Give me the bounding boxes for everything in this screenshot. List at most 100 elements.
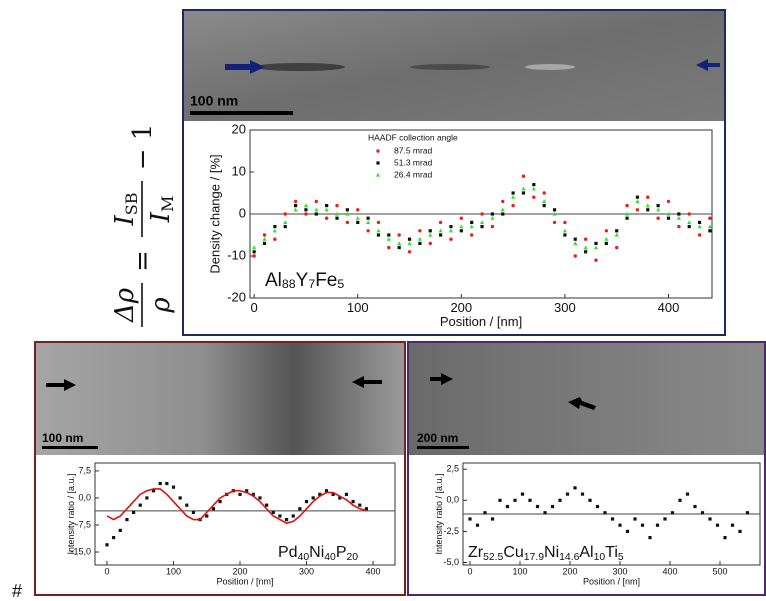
composition-element: Cu <box>503 544 523 561</box>
legend-marker <box>376 172 380 177</box>
data-point <box>521 174 526 178</box>
composition-subscript: 17.9 <box>524 552 544 563</box>
data-point <box>366 229 370 233</box>
y-tick-label: 7,5 <box>78 465 91 475</box>
data-point <box>625 216 629 220</box>
data-point <box>345 211 350 216</box>
composition-subscript: 7 <box>308 277 315 291</box>
y-tick-label: 2,5 <box>446 464 459 474</box>
data-point <box>594 241 598 245</box>
data-point <box>521 191 526 195</box>
data-point <box>501 199 505 204</box>
data-point <box>697 233 702 237</box>
data-point <box>513 498 517 502</box>
data-point <box>293 207 298 212</box>
data-point <box>469 224 474 229</box>
data-point <box>417 237 422 241</box>
composition-element: P <box>336 544 347 561</box>
data-point <box>459 224 464 229</box>
scale-bar-label: 100 nm <box>42 431 83 445</box>
data-point <box>191 510 196 514</box>
eq-rhs-numerator: ISB <box>110 193 141 227</box>
eq-symbol: I <box>146 211 176 223</box>
composition-subscript: 5 <box>337 277 344 291</box>
data-point <box>593 245 598 250</box>
legend-title: HAADF collection angle <box>368 132 458 142</box>
data-point <box>356 208 360 212</box>
y-tick-label: -20 <box>227 289 246 304</box>
data-point <box>364 507 368 511</box>
data-point <box>677 224 681 229</box>
data-point <box>708 517 712 521</box>
data-point <box>656 207 661 212</box>
composition-subscript: 5 <box>618 552 624 563</box>
data-point <box>335 203 339 208</box>
data-point <box>112 536 116 540</box>
eq-equals: = <box>128 250 158 272</box>
scale-bar-label: 200 nm <box>417 431 458 445</box>
data-point <box>700 511 705 515</box>
data-point <box>314 212 318 216</box>
data-point <box>635 195 640 199</box>
data-point <box>262 241 267 245</box>
composition-element: Fe <box>315 270 337 291</box>
x-tick-label: 100 <box>512 567 527 577</box>
eq-rhs-denominator: IM <box>146 196 177 224</box>
data-point <box>376 228 381 233</box>
data-point <box>387 245 391 250</box>
data-point <box>490 224 495 229</box>
arrow <box>46 379 76 391</box>
data-point <box>407 241 412 245</box>
data-point <box>663 517 667 521</box>
composition-element: Al <box>579 544 593 561</box>
data-point <box>532 195 536 199</box>
x-tick-label: 400 <box>366 567 381 577</box>
x-tick-label: 500 <box>712 567 727 577</box>
data-point <box>707 224 712 229</box>
data-point <box>552 220 557 225</box>
data-point <box>265 503 269 507</box>
composition-subscript: 88 <box>282 277 296 291</box>
composition-label: Zr52.5Cu17.9Ni14.6Al10Ti5 <box>468 544 624 563</box>
data-point <box>252 245 257 250</box>
data-point <box>543 511 547 515</box>
data-point <box>165 481 169 486</box>
micrograph <box>409 343 764 455</box>
data-point <box>583 237 588 241</box>
data-point <box>595 504 600 509</box>
arrow <box>696 59 720 71</box>
arrow <box>568 397 596 410</box>
data-point <box>366 216 370 220</box>
data-point <box>283 225 287 229</box>
feature <box>525 64 575 70</box>
data-point <box>105 543 109 547</box>
x-tick-label: 100 <box>347 300 369 315</box>
data-point <box>252 254 256 258</box>
data-point <box>580 492 585 496</box>
data-point <box>469 233 474 237</box>
data-point <box>138 503 142 507</box>
data-point <box>528 498 532 502</box>
data-point <box>480 225 484 229</box>
data-point <box>118 528 122 532</box>
data-point <box>355 216 360 220</box>
data-point <box>218 499 222 504</box>
data-point <box>625 211 630 216</box>
data-point <box>640 523 645 527</box>
data-point <box>715 523 720 527</box>
x-axis-label: Position / [nm] <box>440 314 522 329</box>
data-point <box>563 220 567 225</box>
data-point <box>351 499 355 504</box>
data-point <box>304 208 308 212</box>
data-point <box>151 489 156 493</box>
data-point <box>573 486 577 490</box>
data-point <box>542 204 546 208</box>
arrow <box>225 60 265 74</box>
data-point <box>655 523 660 527</box>
data-point <box>311 496 315 500</box>
data-point <box>324 207 329 212</box>
x-tick-label: 300 <box>612 567 627 577</box>
data-point <box>407 250 412 254</box>
y-tick-label: -5,0 <box>443 557 459 567</box>
